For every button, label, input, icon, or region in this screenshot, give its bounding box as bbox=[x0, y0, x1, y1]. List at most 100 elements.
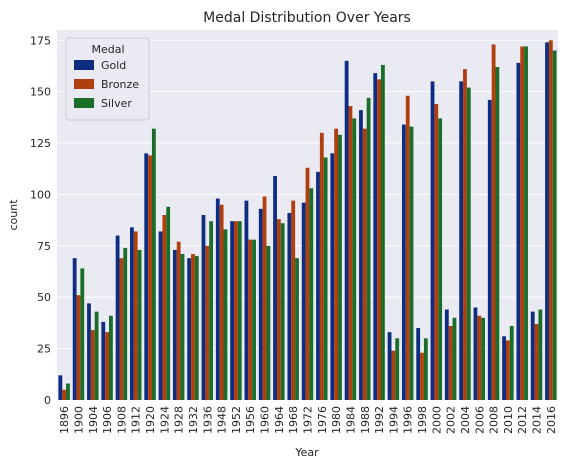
y-axis-label: count bbox=[7, 199, 20, 231]
bar-bronze-1994 bbox=[391, 351, 395, 400]
bar-silver-1948 bbox=[224, 229, 228, 400]
bar-gold-2004 bbox=[459, 81, 463, 400]
bar-bronze-1920 bbox=[148, 155, 152, 400]
x-tick-label: 1936 bbox=[201, 406, 214, 434]
bar-silver-1964 bbox=[281, 223, 285, 400]
x-tick-label: 1996 bbox=[402, 406, 415, 434]
bar-bronze-1964 bbox=[277, 219, 281, 400]
bar-gold-1968 bbox=[287, 213, 291, 400]
y-axis-ticks: 0255075100125150175 bbox=[30, 34, 51, 407]
bar-bronze-1976 bbox=[320, 133, 324, 400]
bar-silver-1906 bbox=[109, 316, 113, 400]
x-tick-label: 2000 bbox=[430, 406, 443, 434]
bar-bronze-1908 bbox=[120, 258, 124, 400]
y-tick-label: 150 bbox=[30, 86, 51, 99]
bar-silver-1972 bbox=[309, 188, 313, 400]
legend-title: Medal bbox=[91, 43, 124, 56]
x-tick-label: 1960 bbox=[259, 406, 272, 434]
bar-gold-1932 bbox=[187, 258, 191, 400]
bar-silver-1980 bbox=[338, 135, 342, 400]
bar-bronze-2012 bbox=[520, 46, 524, 400]
bar-bronze-2006 bbox=[477, 316, 481, 400]
bar-bronze-1992 bbox=[377, 79, 381, 400]
x-tick-label: 2006 bbox=[473, 406, 486, 434]
x-tick-label: 1928 bbox=[173, 406, 186, 434]
bar-silver-1988 bbox=[367, 98, 371, 400]
bar-gold-1908 bbox=[116, 236, 120, 400]
x-tick-label: 1998 bbox=[416, 406, 429, 434]
x-tick-label: 1920 bbox=[144, 406, 157, 434]
bar-silver-1932 bbox=[195, 256, 199, 400]
bar-gold-1964 bbox=[273, 176, 277, 400]
x-tick-label: 2008 bbox=[488, 406, 501, 434]
bar-silver-2000 bbox=[438, 118, 442, 400]
bar-bronze-2002 bbox=[449, 326, 453, 400]
x-tick-label: 2002 bbox=[445, 406, 458, 434]
legend-label-gold: Gold bbox=[101, 59, 126, 72]
x-tick-label: 1948 bbox=[216, 406, 229, 434]
legend-label-bronze: Bronze bbox=[101, 78, 139, 91]
x-tick-label: 1994 bbox=[387, 406, 400, 434]
x-tick-label: 1932 bbox=[187, 406, 200, 434]
bar-bronze-1984 bbox=[349, 106, 353, 400]
bar-silver-1896 bbox=[66, 384, 70, 400]
bar-silver-1952 bbox=[238, 221, 242, 400]
bar-silver-1976 bbox=[324, 157, 328, 400]
bar-gold-1956 bbox=[245, 201, 249, 400]
bar-bronze-1948 bbox=[220, 205, 224, 400]
legend-swatch-bronze bbox=[74, 79, 94, 89]
bar-silver-1936 bbox=[209, 221, 213, 400]
bar-bronze-1952 bbox=[234, 221, 238, 400]
bar-silver-1968 bbox=[295, 258, 299, 400]
bar-gold-2016 bbox=[545, 42, 549, 400]
bar-gold-2000 bbox=[431, 81, 435, 400]
bar-bronze-1912 bbox=[134, 231, 138, 400]
bar-gold-2012 bbox=[516, 63, 520, 400]
bar-gold-2010 bbox=[502, 336, 506, 400]
bar-gold-1988 bbox=[359, 110, 363, 400]
bar-silver-2016 bbox=[553, 51, 557, 400]
bar-silver-1998 bbox=[424, 338, 428, 400]
bar-silver-1928 bbox=[181, 254, 185, 400]
x-tick-label: 1988 bbox=[359, 406, 372, 434]
x-tick-label: 1972 bbox=[302, 406, 315, 434]
x-tick-label: 2014 bbox=[531, 406, 544, 434]
x-tick-label: 1976 bbox=[316, 406, 329, 434]
bar-silver-2014 bbox=[538, 310, 542, 400]
bar-gold-2008 bbox=[488, 100, 492, 400]
bar-bronze-1968 bbox=[291, 201, 295, 400]
bar-silver-1912 bbox=[138, 250, 142, 400]
x-tick-label: 1964 bbox=[273, 406, 286, 434]
bar-bronze-2008 bbox=[492, 44, 496, 400]
bar-gold-2006 bbox=[474, 308, 478, 401]
bar-silver-1900 bbox=[80, 268, 84, 400]
bar-bronze-1932 bbox=[191, 254, 195, 400]
y-tick-label: 100 bbox=[30, 188, 51, 201]
bar-silver-1984 bbox=[352, 118, 356, 400]
bar-bronze-2016 bbox=[549, 40, 553, 400]
x-tick-label: 2012 bbox=[516, 406, 529, 434]
bar-bronze-1924 bbox=[162, 215, 166, 400]
bar-silver-1994 bbox=[395, 338, 399, 400]
bar-gold-1904 bbox=[87, 303, 91, 400]
bar-gold-1976 bbox=[316, 172, 320, 400]
bar-gold-1920 bbox=[144, 153, 148, 400]
bar-silver-2012 bbox=[524, 46, 528, 400]
y-tick-label: 175 bbox=[30, 34, 51, 47]
x-tick-label: 1980 bbox=[330, 406, 343, 434]
bar-bronze-1900 bbox=[77, 295, 81, 400]
bar-bronze-1980 bbox=[334, 129, 338, 400]
bar-gold-1994 bbox=[388, 332, 392, 400]
bar-gold-1996 bbox=[402, 125, 406, 400]
legend-swatch-silver bbox=[74, 98, 94, 108]
bar-bronze-1896 bbox=[62, 390, 66, 400]
bar-gold-1948 bbox=[216, 199, 220, 400]
bar-gold-1906 bbox=[101, 322, 105, 400]
bar-gold-2002 bbox=[445, 310, 449, 400]
x-tick-label: 1906 bbox=[101, 406, 114, 434]
bar-bronze-2014 bbox=[535, 324, 539, 400]
bar-gold-1998 bbox=[416, 328, 420, 400]
bar-bronze-1956 bbox=[248, 240, 252, 400]
x-tick-label: 1952 bbox=[230, 406, 243, 434]
